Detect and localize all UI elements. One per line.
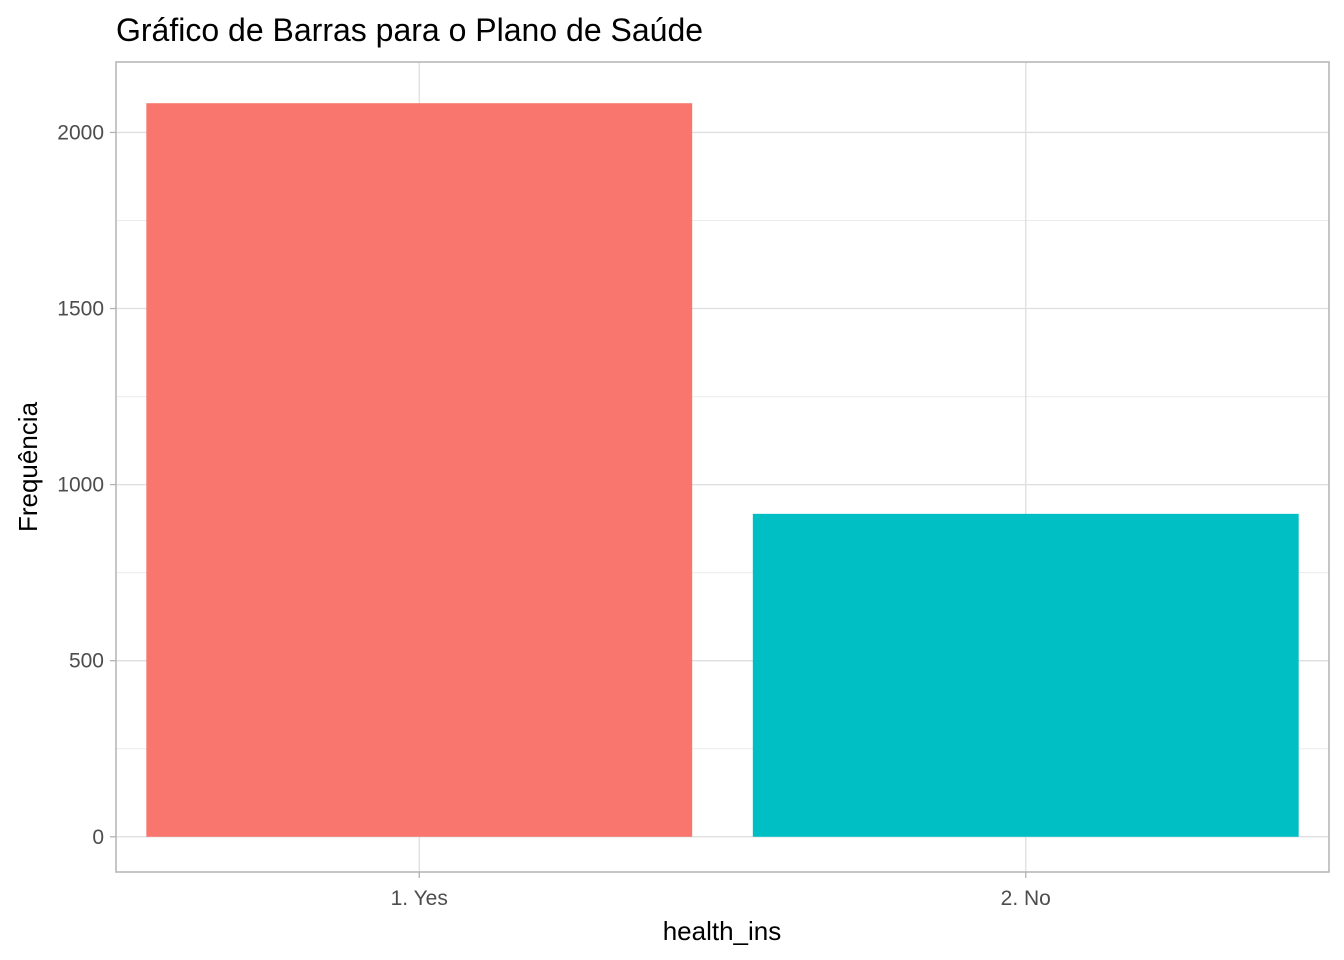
bars [146,103,1299,837]
x-tick-label: 1. Yes [391,887,448,910]
y-axis-ticks: 0 500 1000 1500 2000 [57,121,116,849]
y-tick-label: 1000 [57,474,104,497]
y-tick-label: 1500 [57,298,104,321]
x-axis-ticks: 1. Yes 2. No [391,872,1051,910]
bar-1 [146,103,693,837]
y-axis-title: Frequência [13,401,43,532]
bar-2 [752,513,1299,837]
y-tick-label: 2000 [57,121,104,144]
y-tick-label: 500 [69,650,104,673]
x-tick-label: 2. No [1001,887,1051,910]
x-axis-title: health_ins [663,916,782,946]
y-tick-label: 0 [92,826,104,849]
plot-border [115,61,1330,873]
chart-title: Gráfico de Barras para o Plano de Saúde [116,12,703,48]
